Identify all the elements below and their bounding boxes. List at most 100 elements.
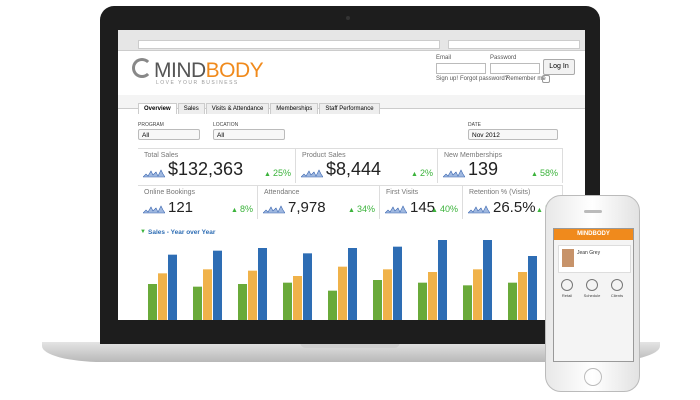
email-input[interactable] bbox=[436, 63, 486, 74]
bar bbox=[348, 248, 357, 320]
sparkline bbox=[263, 205, 285, 214]
kpi-change: 58% bbox=[531, 168, 558, 178]
home-button[interactable] bbox=[584, 368, 602, 386]
bar bbox=[258, 248, 267, 320]
password-input[interactable] bbox=[490, 63, 540, 74]
sparkline-path bbox=[468, 205, 490, 214]
sparkline bbox=[143, 205, 165, 214]
bar bbox=[418, 282, 427, 320]
remember-checkbox[interactable] bbox=[542, 75, 550, 83]
action-label: Schedule bbox=[583, 293, 601, 298]
bar bbox=[293, 276, 302, 320]
camera bbox=[346, 16, 350, 20]
tab[interactable]: Sales bbox=[177, 103, 205, 114]
tab[interactable]: Memberships bbox=[270, 103, 319, 114]
kpi-change: 2% bbox=[411, 168, 433, 178]
bar bbox=[463, 285, 472, 320]
bar bbox=[328, 290, 337, 320]
signup-link[interactable]: Sign up! bbox=[436, 76, 459, 82]
phone-speaker bbox=[584, 210, 602, 213]
logo-first: MIND bbox=[154, 59, 206, 82]
sales-chart bbox=[148, 240, 537, 320]
kpi-change: 8% bbox=[231, 204, 253, 214]
bar bbox=[193, 286, 202, 320]
kpi: First Visits 14540% bbox=[380, 185, 463, 219]
kpi-value: 7,978 bbox=[288, 199, 326, 216]
kpi: Attendance 7,978 34% bbox=[258, 185, 380, 219]
laptop-notch bbox=[300, 342, 400, 348]
logo: MINDBODY bbox=[132, 58, 264, 83]
search-bar[interactable] bbox=[448, 40, 580, 49]
action-label: Retail bbox=[561, 293, 573, 298]
sparkline bbox=[385, 205, 407, 214]
filter-select[interactable]: Nov 2012 bbox=[468, 129, 558, 140]
sparkline-path bbox=[301, 169, 323, 178]
kpi-label: Total Sales bbox=[144, 152, 179, 159]
bar bbox=[203, 269, 212, 320]
bar bbox=[383, 269, 392, 320]
sparkline bbox=[301, 169, 323, 178]
filter-select[interactable]: All bbox=[213, 129, 285, 140]
action-icon[interactable] bbox=[611, 279, 623, 291]
sparkline-path bbox=[385, 205, 407, 214]
forgot-link[interactable]: Forgot password? bbox=[460, 76, 509, 82]
kpi: Total Sales$132,363 25% bbox=[138, 148, 296, 183]
kpi-label: Product Sales bbox=[302, 152, 346, 159]
bar bbox=[518, 272, 527, 320]
chart-title: Sales - Year over Year bbox=[148, 229, 216, 236]
sparkline bbox=[143, 169, 165, 178]
kpi-value: 145 bbox=[410, 199, 436, 216]
kpi-label: Attendance bbox=[264, 189, 300, 196]
filter-label: LOCATION bbox=[213, 122, 239, 128]
client-photo bbox=[562, 249, 574, 267]
kpi: Product Sales$8,444 2% bbox=[296, 148, 438, 183]
bar bbox=[473, 269, 482, 320]
address-bar[interactable] bbox=[138, 40, 440, 49]
tab-bar: Overview Sales Visits & Attendance Membersh… bbox=[118, 95, 585, 114]
bar bbox=[428, 272, 437, 320]
action-label: Clients bbox=[610, 293, 624, 298]
laptop-base bbox=[42, 342, 660, 362]
client-card: Jean Grey bbox=[558, 245, 631, 273]
password-label: Password bbox=[490, 55, 517, 61]
sparkline bbox=[443, 169, 465, 178]
kpi-value: $8,444 bbox=[326, 159, 382, 179]
kpi-label: Retention % (Visits) bbox=[469, 189, 531, 196]
tab[interactable]: Overview bbox=[138, 103, 177, 114]
kpi-change: 25% bbox=[264, 168, 291, 178]
screen: MINDBODY LOVE YOUR BUSINESS Email Passwo… bbox=[118, 30, 585, 320]
filter-select[interactable]: All bbox=[138, 129, 200, 140]
sparkline-path bbox=[143, 205, 165, 214]
kpi-change: 40% bbox=[431, 204, 458, 214]
tab[interactable]: Staff Performance bbox=[319, 103, 380, 114]
login-button[interactable]: Log In bbox=[543, 59, 575, 75]
sparkline bbox=[468, 205, 490, 214]
bar bbox=[373, 280, 382, 320]
bar bbox=[283, 282, 292, 320]
browser-bar bbox=[118, 30, 585, 51]
kpi-value: $132,363 bbox=[168, 159, 244, 179]
bar bbox=[438, 240, 447, 320]
client-name: Jean Grey bbox=[577, 250, 601, 256]
email-label: Email bbox=[436, 55, 452, 61]
bar bbox=[148, 284, 157, 320]
bar bbox=[238, 284, 247, 320]
kpi-value: 26.5% bbox=[493, 199, 536, 216]
kpi-label: Online Bookings bbox=[144, 189, 195, 196]
kpi-label: New Memberships bbox=[444, 152, 502, 159]
action-icon[interactable] bbox=[586, 279, 598, 291]
phone-header: MINDBODY bbox=[554, 229, 633, 240]
bar bbox=[338, 266, 347, 320]
kpi-label: First Visits bbox=[386, 189, 419, 196]
logo-icon bbox=[132, 58, 152, 78]
bar bbox=[528, 256, 537, 320]
content: PROGRAM All LOCATION All DATE Nov 2012 Total S… bbox=[118, 110, 585, 320]
tab[interactable]: Visits & Attendance bbox=[205, 103, 270, 114]
action-icon[interactable] bbox=[561, 279, 573, 291]
bar bbox=[213, 250, 222, 320]
remember-label: Remember me bbox=[506, 76, 546, 82]
tagline: LOVE YOUR BUSINESS bbox=[156, 80, 239, 86]
bar bbox=[248, 270, 257, 320]
